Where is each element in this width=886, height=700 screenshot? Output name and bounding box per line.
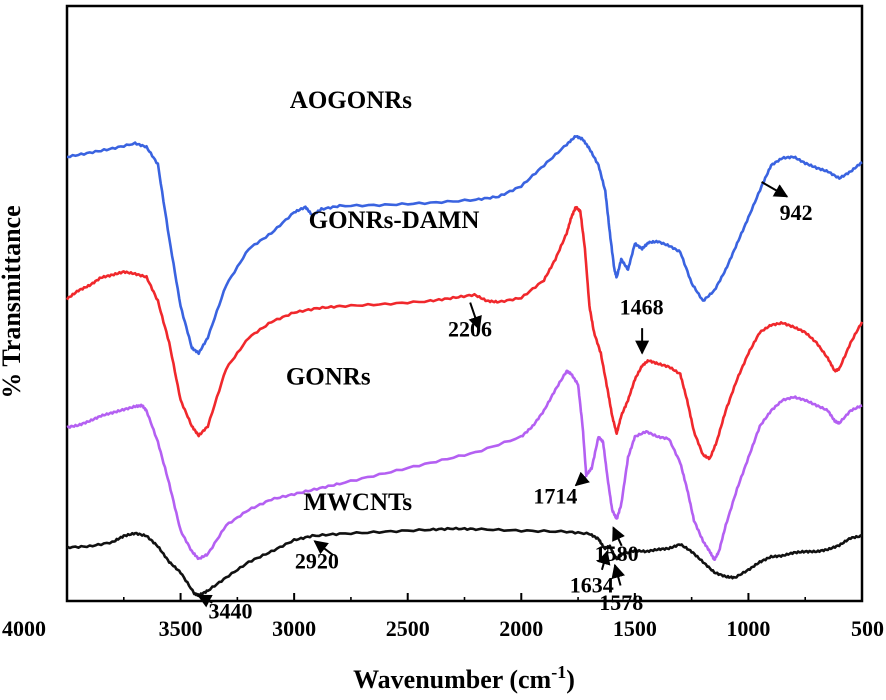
x-tick-label-3000: 3000 [272,616,316,641]
annotation-label-1714: 1714 [533,484,577,509]
annotation-arrow-2206 [468,302,482,331]
annotation-label-2206: 2206 [448,316,492,341]
series-label-aogonrs: AOGONRs [290,87,413,114]
x-tick-label-500: 500 [851,616,884,641]
y-axis-title: % Transmittance [0,205,26,398]
annotation-label-1634: 1634 [570,572,614,597]
series-line-gonrs-damn [65,206,864,461]
series-label-mwcnts: MWCNTs [303,489,412,516]
x-tick-label-2000: 2000 [499,616,543,641]
x-tick-label-2500: 2500 [386,616,430,641]
x-tick-label-3500: 3500 [159,616,203,641]
x-tick-label-4000: 4000 [2,616,46,641]
annotation-arrow-1580 [612,526,625,547]
annotation-label-3440: 3440 [209,598,253,623]
annotation-label-2920: 2920 [295,548,339,573]
x-axis-ticks: 4000 3500 3000 2500 2000 1500 1000 500 [2,593,884,641]
x-tick-label-1000: 1000 [726,616,770,641]
annotation-arrow-1714 [574,471,590,487]
x-axis-title-superscript: -1 [551,662,566,682]
series-label-gonrs: GONRs [286,364,371,391]
annotation-arrow-3440 [197,594,213,608]
series-label-gonrs-damn: GONRs-DAMN [309,207,480,234]
x-axis-title-text: Wavenumber (cm [353,665,551,694]
annotation-label-1578: 1578 [599,590,643,615]
series-layer [65,135,864,598]
series-line-aogonrs [66,135,863,356]
series-line-gonrs [66,369,863,561]
annotation-arrow-2920 [313,540,334,557]
x-axis-title: Wavenumber (cm-1) [353,662,575,694]
x-tick-label-1500: 1500 [613,616,657,641]
annotation-arrow-1578 [611,563,625,586]
plot-frame [65,4,864,603]
series-line-mwcnts [66,526,863,598]
annotation-arrow-942 [761,181,789,198]
x-axis-title-close: ) [566,665,575,694]
annotation-label-942: 942 [780,200,813,225]
series-label-layer: AOGONRs GONRs-DAMN GONRs MWCNTs [286,87,480,516]
annotation-label-1580: 1580 [595,541,639,566]
annotation-arrow-1634 [596,550,611,571]
annotation-label-1468: 1468 [620,295,664,320]
